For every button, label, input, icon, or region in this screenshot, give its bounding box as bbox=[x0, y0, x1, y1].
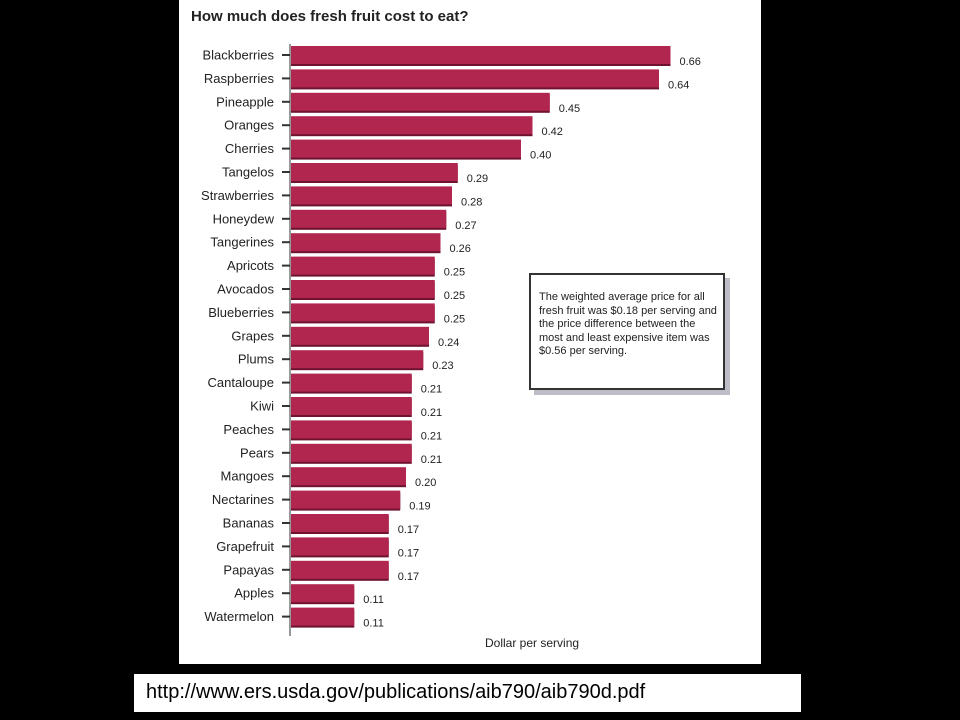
value-label: 0.17 bbox=[398, 571, 419, 583]
category-label: Tangerines bbox=[210, 235, 274, 250]
bar bbox=[291, 560, 389, 579]
bar bbox=[291, 69, 659, 88]
category-label: Cantaloupe bbox=[208, 375, 275, 390]
bar bbox=[291, 92, 550, 111]
value-label: 0.11 bbox=[363, 618, 384, 630]
value-label: 0.23 bbox=[432, 360, 453, 372]
bar bbox=[291, 209, 447, 228]
value-label: 0.17 bbox=[398, 524, 419, 536]
bar bbox=[291, 514, 389, 532]
value-label: 0.40 bbox=[530, 150, 551, 162]
source-url: http://www.ers.usda.gov/publications/aib… bbox=[146, 681, 646, 703]
bar bbox=[291, 467, 406, 486]
category-label: Watermelon bbox=[204, 609, 274, 624]
bar bbox=[291, 443, 412, 462]
category-label: Nectarines bbox=[212, 492, 275, 507]
category-label: Plums bbox=[238, 352, 275, 367]
x-axis-label: Dollar per serving bbox=[485, 636, 580, 650]
bar bbox=[291, 303, 435, 322]
bar bbox=[291, 607, 355, 626]
value-label: 0.21 bbox=[421, 407, 442, 419]
category-label: Peaches bbox=[223, 422, 274, 437]
category-label: Papayas bbox=[223, 562, 274, 577]
bar bbox=[291, 326, 429, 345]
value-label: 0.21 bbox=[421, 430, 442, 442]
bar bbox=[291, 420, 412, 439]
value-label: 0.20 bbox=[415, 477, 436, 489]
value-label: 0.25 bbox=[444, 290, 465, 302]
value-label: 0.21 bbox=[421, 384, 442, 396]
bar bbox=[291, 350, 424, 369]
category-label: Grapefruit bbox=[216, 539, 274, 554]
category-label: Tangelos bbox=[222, 165, 275, 180]
category-label: Blackberries bbox=[202, 48, 274, 63]
bar bbox=[291, 537, 389, 556]
category-label: Honeydew bbox=[213, 211, 275, 226]
bar bbox=[291, 280, 435, 298]
bar bbox=[291, 46, 671, 64]
annotation-box: The weighted average price for all fresh… bbox=[529, 273, 725, 390]
category-label: Strawberries bbox=[201, 188, 274, 203]
bar bbox=[291, 490, 401, 509]
category-label: Avocados bbox=[217, 282, 274, 297]
category-label: Oranges bbox=[224, 118, 274, 133]
bar bbox=[291, 116, 533, 135]
category-label: Cherries bbox=[225, 141, 275, 156]
category-label: Pears bbox=[240, 445, 274, 460]
bar bbox=[291, 233, 441, 252]
value-label: 0.21 bbox=[421, 454, 442, 466]
value-label: 0.19 bbox=[409, 501, 430, 513]
category-label: Apples bbox=[234, 586, 274, 601]
bar bbox=[291, 256, 435, 275]
category-label: Raspberries bbox=[204, 71, 275, 86]
category-label: Grapes bbox=[231, 328, 274, 343]
category-label: Apricots bbox=[227, 258, 274, 273]
category-label: Blueberries bbox=[208, 305, 274, 320]
value-label: 0.45 bbox=[559, 103, 580, 115]
value-label: 0.25 bbox=[444, 267, 465, 279]
value-label: 0.27 bbox=[455, 220, 476, 232]
bar-chart: Blackberries 0.66 Raspberries 0.64 Pineapple… bbox=[201, 44, 701, 636]
source-url-box: http://www.ers.usda.gov/publications/aib… bbox=[134, 674, 801, 712]
value-label: 0.29 bbox=[467, 173, 488, 185]
bar bbox=[291, 163, 458, 181]
value-label: 0.11 bbox=[363, 594, 384, 606]
value-label: 0.42 bbox=[542, 126, 563, 138]
category-label: Bananas bbox=[223, 516, 275, 531]
value-label: 0.28 bbox=[461, 196, 482, 208]
chart-panel: How much does fresh fruit cost to eat? B… bbox=[179, 0, 761, 664]
chart-title: How much does fresh fruit cost to eat? bbox=[191, 8, 469, 25]
category-label: Mangoes bbox=[221, 469, 275, 484]
value-label: 0.64 bbox=[668, 79, 689, 91]
category-label: Pineapple bbox=[216, 94, 274, 109]
value-label: 0.24 bbox=[438, 337, 459, 349]
category-label: Kiwi bbox=[250, 399, 274, 414]
value-label: 0.26 bbox=[450, 243, 471, 255]
bar bbox=[291, 584, 355, 603]
bar bbox=[291, 186, 452, 205]
value-label: 0.17 bbox=[398, 547, 419, 559]
bar bbox=[291, 139, 521, 158]
annotation-text: The weighted average price for all fresh… bbox=[539, 291, 717, 357]
bar bbox=[291, 373, 412, 392]
value-label: 0.66 bbox=[680, 56, 701, 68]
value-label: 0.25 bbox=[444, 313, 465, 325]
bar bbox=[291, 397, 412, 415]
